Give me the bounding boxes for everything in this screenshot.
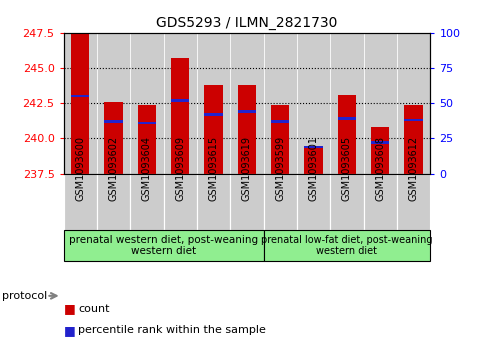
Bar: [296, 33, 329, 174]
Text: GSM1093612: GSM1093612: [408, 136, 418, 201]
Text: ■: ■: [63, 302, 75, 315]
Bar: [71, 95, 89, 97]
Bar: [230, 174, 263, 230]
Bar: [138, 105, 156, 174]
Text: count: count: [78, 303, 109, 314]
Bar: [130, 174, 163, 230]
Bar: [63, 174, 97, 230]
Bar: [263, 230, 429, 261]
Bar: [104, 102, 122, 174]
Bar: [197, 174, 230, 230]
Bar: [237, 85, 256, 174]
Text: GSM1093619: GSM1093619: [242, 136, 251, 201]
Text: GSM1093599: GSM1093599: [275, 136, 285, 201]
Bar: [204, 85, 223, 174]
Bar: [337, 95, 355, 174]
Bar: [197, 33, 230, 174]
Text: GSM1093605: GSM1093605: [341, 136, 351, 201]
Bar: [204, 113, 223, 116]
Text: percentile rank within the sample: percentile rank within the sample: [78, 325, 265, 335]
Text: GSM1093602: GSM1093602: [108, 136, 118, 201]
Bar: [396, 174, 429, 230]
Bar: [63, 230, 263, 261]
Text: prenatal western diet, post-weaning
western diet: prenatal western diet, post-weaning west…: [69, 235, 258, 257]
Text: GSM1093600: GSM1093600: [75, 136, 85, 201]
Bar: [171, 58, 189, 174]
Bar: [171, 99, 189, 102]
Bar: [97, 174, 130, 230]
Text: protocol: protocol: [2, 291, 48, 301]
Bar: [337, 117, 355, 120]
Text: prenatal low-fat diet, post-weaning
western diet: prenatal low-fat diet, post-weaning west…: [261, 235, 432, 257]
Text: GSM1093601: GSM1093601: [308, 136, 318, 201]
Text: GSM1093609: GSM1093609: [175, 136, 185, 201]
Bar: [329, 174, 363, 230]
Bar: [370, 141, 388, 144]
Bar: [104, 120, 122, 123]
Bar: [230, 33, 263, 174]
Text: GSM1093604: GSM1093604: [142, 136, 152, 201]
Bar: [63, 33, 97, 174]
Bar: [71, 33, 89, 174]
Bar: [97, 33, 130, 174]
Bar: [237, 110, 256, 113]
Bar: [263, 174, 296, 230]
Bar: [270, 105, 289, 174]
Bar: [363, 174, 396, 230]
Bar: [304, 148, 322, 174]
Text: GSM1093608: GSM1093608: [375, 136, 385, 201]
Bar: [163, 174, 197, 230]
Bar: [329, 33, 363, 174]
Bar: [404, 119, 422, 121]
Bar: [263, 33, 296, 174]
Bar: [296, 174, 329, 230]
Bar: [163, 33, 197, 174]
Bar: [363, 33, 396, 174]
Bar: [270, 120, 289, 123]
Text: ■: ■: [63, 324, 75, 337]
Bar: [370, 127, 388, 174]
Text: GSM1093615: GSM1093615: [208, 136, 218, 201]
Bar: [130, 33, 163, 174]
Title: GDS5293 / ILMN_2821730: GDS5293 / ILMN_2821730: [156, 16, 337, 30]
Bar: [304, 146, 322, 148]
Bar: [138, 122, 156, 124]
Bar: [404, 105, 422, 174]
Bar: [396, 33, 429, 174]
